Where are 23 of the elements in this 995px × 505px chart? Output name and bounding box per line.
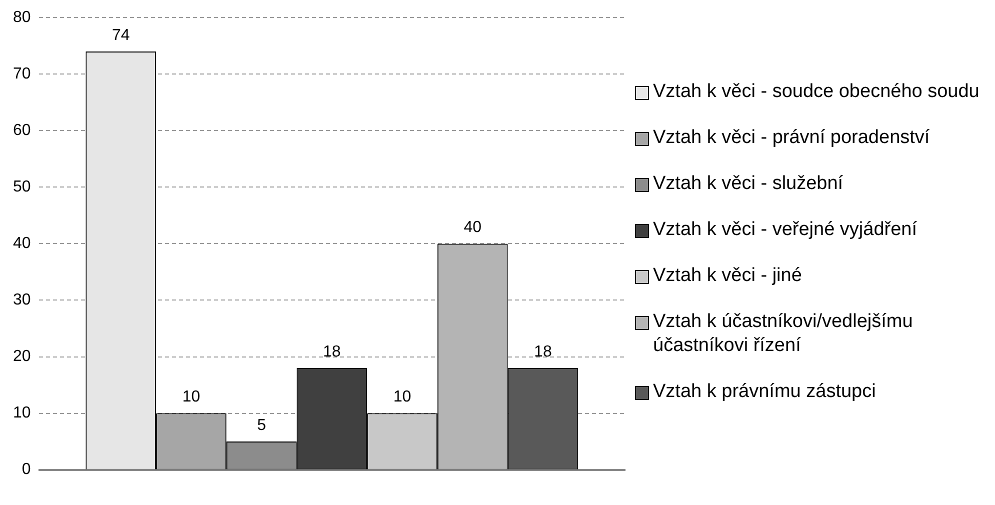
y-tick-label: 0: [22, 461, 31, 478]
y-tick-label: 80: [13, 9, 31, 26]
y-tick-label: 70: [13, 66, 31, 83]
legend-label: Vztah k věci - veřejné vyjádření: [653, 218, 918, 242]
data-label: 10: [182, 388, 200, 406]
y-tick-label: 50: [13, 178, 31, 196]
y-tick-label: 10: [13, 404, 31, 422]
legend-label: Vztah k věci - soudce obecného soudu: [653, 80, 980, 104]
legend-label: Vztah k účastníkovi/vedlejšímu účastníkovi řízení: [653, 310, 914, 358]
y-tick-label: 30: [13, 292, 31, 309]
legend-label: Vztah k právnímu zástupci: [653, 380, 876, 404]
data-label: 10: [393, 388, 412, 406]
y-tick-label: 60: [13, 122, 31, 140]
legend-label: Vztah k věci - právní poradenství: [653, 126, 930, 150]
legend-label: Vztah k věci - jiné: [653, 264, 802, 288]
data-label: 74: [112, 26, 130, 44]
legend-label: Vztah k věci - služební: [653, 172, 844, 196]
data-label: 40: [464, 219, 482, 236]
data-label: 18: [534, 343, 552, 360]
data-label: 5: [257, 416, 266, 434]
y-tick-label: 20: [13, 348, 31, 366]
y-tick-label: 40: [13, 235, 31, 252]
data-label: 18: [323, 343, 341, 360]
